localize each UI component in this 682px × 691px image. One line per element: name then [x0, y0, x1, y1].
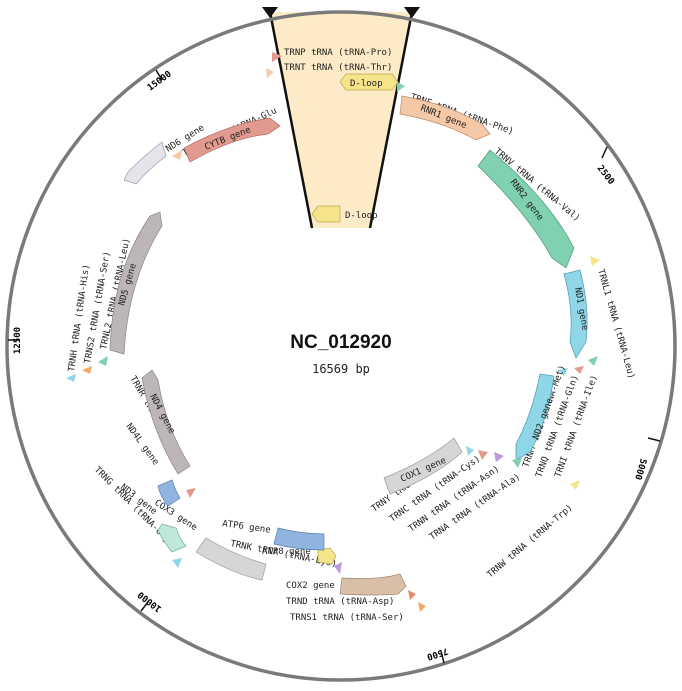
- cox3-feature[interactable]: [195, 537, 267, 581]
- map-length: 16569 bp: [312, 362, 370, 376]
- atp6-label[interactable]: ATP6 gene: [222, 519, 272, 536]
- trnk-marker[interactable]: [334, 562, 342, 574]
- trng-marker[interactable]: [172, 558, 182, 568]
- selection-wedge[interactable]: [270, 12, 412, 228]
- dloop-inner-feature[interactable]: [311, 205, 341, 223]
- cytb-feature[interactable]: [183, 117, 281, 163]
- tick-label-10000: 10000: [136, 589, 164, 614]
- selection-right-edge[interactable]: [368, 11, 414, 229]
- selection-left-edge[interactable]: [268, 11, 314, 229]
- dloop-outer-label[interactable]: D-loop: [350, 79, 383, 89]
- dloop-outer-feature[interactable]: [339, 73, 399, 91]
- nd6-feature[interactable]: [123, 141, 167, 185]
- trnd-marker[interactable]: [408, 590, 416, 600]
- map-title: NC_012920: [290, 332, 391, 353]
- nd2-feature[interactable]: [515, 373, 555, 461]
- tick-label-7500: 7500: [425, 645, 449, 661]
- cox1-feature[interactable]: [383, 437, 463, 495]
- tick-label-5000: 5000: [632, 457, 648, 481]
- tick-15000: [155, 69, 163, 81]
- trns1-marker[interactable]: [418, 602, 426, 612]
- tick-10000: [140, 601, 149, 612]
- tick-2500: [601, 146, 608, 159]
- atp8-label[interactable]: ATP8 gene: [262, 547, 311, 557]
- atp6-feature[interactable]: [273, 527, 325, 551]
- nd4-feature[interactable]: [141, 369, 191, 475]
- backbone-ring: [5, 10, 677, 682]
- trnl2-marker[interactable]: [98, 356, 108, 366]
- nd4l-feature[interactable]: [157, 479, 181, 507]
- nd5-feature[interactable]: [109, 211, 163, 355]
- nd1-feature[interactable]: [563, 269, 588, 359]
- tick-label-2500: 2500: [595, 164, 616, 187]
- rnr2-feature[interactable]: [477, 149, 575, 269]
- trnf-marker[interactable]: [397, 82, 405, 92]
- trnw-marker[interactable]: [570, 480, 580, 490]
- trnw-label[interactable]: TRNW tRNA (tRNA-Trp): [486, 503, 575, 580]
- trnl1-marker[interactable]: [590, 256, 600, 266]
- selection-handle-left[interactable]: [262, 7, 278, 18]
- trns1-label[interactable]: TRNS1 tRNA (tRNA-Ser): [290, 613, 404, 623]
- trns2-marker[interactable]: [82, 366, 92, 374]
- trnl1-label[interactable]: TRNL1 tRNA (tRNA-Leu): [595, 268, 636, 380]
- tick-7500: [440, 650, 445, 664]
- dloop-inner-label[interactable]: D-loop: [345, 211, 378, 221]
- nd3-feature[interactable]: [157, 523, 187, 553]
- trne-marker[interactable]: [172, 150, 182, 160]
- trnr-marker[interactable]: [186, 488, 196, 498]
- trnm-marker[interactable]: [558, 368, 568, 376]
- selection-handle-right[interactable]: [404, 7, 420, 18]
- trnt-marker[interactable]: [266, 68, 274, 78]
- trnq-marker[interactable]: [574, 366, 584, 374]
- trnc-marker[interactable]: [478, 450, 488, 460]
- trny-marker[interactable]: [466, 446, 474, 456]
- nd4l-label[interactable]: ND4L gene: [124, 422, 161, 467]
- trnp-marker[interactable]: [272, 52, 282, 62]
- trnh-marker[interactable]: [66, 374, 76, 382]
- atp8-feature[interactable]: [317, 547, 337, 565]
- trnn-marker[interactable]: [494, 452, 504, 462]
- trni-marker[interactable]: [588, 356, 598, 366]
- cox2-label[interactable]: COX2 gene: [286, 581, 335, 591]
- cox2-feature[interactable]: [339, 573, 407, 596]
- trnd-label[interactable]: TRND tRNA (tRNA-Asp): [286, 597, 394, 607]
- trnp-label[interactable]: TRNP tRNA (tRNA-Pro): [284, 48, 392, 58]
- rnr1-feature[interactable]: [399, 95, 491, 141]
- trnt-label[interactable]: TRNT tRNA (tRNA-Thr): [284, 63, 392, 73]
- trna-marker[interactable]: [512, 458, 522, 468]
- tick-5000: [647, 437, 661, 442]
- tick-label-12500: 12500: [13, 327, 23, 354]
